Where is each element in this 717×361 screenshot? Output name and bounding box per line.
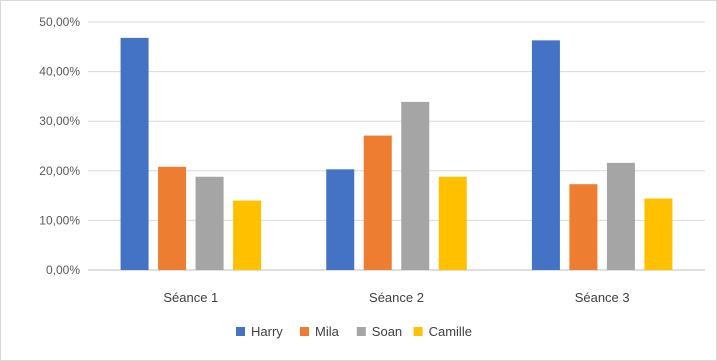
bar-soan-3 xyxy=(606,162,635,270)
legend-swatch-camille xyxy=(413,327,423,336)
y-tick-label: 30,00% xyxy=(39,114,80,128)
x-category-label: Séance 1 xyxy=(163,290,218,305)
legend-swatch-mila xyxy=(300,327,309,336)
y-tick-label: 20,00% xyxy=(39,164,80,178)
legend-label-mila: Mila xyxy=(315,324,340,339)
bar-soan-1 xyxy=(195,176,224,270)
bar-camille-3 xyxy=(644,198,673,270)
legend-swatch-soan xyxy=(356,327,366,336)
x-axis-categories: Séance 1 Séance 2 Séance 3 xyxy=(163,290,629,305)
x-category-label: Séance 3 xyxy=(575,290,630,305)
y-tick-label: 0,00% xyxy=(46,263,80,277)
x-category-label: Séance 2 xyxy=(369,290,424,305)
legend-label-harry: Harry xyxy=(251,324,283,339)
legend-label-camille: Camille xyxy=(429,324,472,339)
bar-harry-1 xyxy=(120,37,149,270)
bar-camille-2 xyxy=(438,176,467,270)
legend-label-soan: Soan xyxy=(372,324,402,339)
gridlines xyxy=(88,21,705,271)
y-tick-label: 10,00% xyxy=(39,213,80,227)
bars xyxy=(120,37,673,270)
bar-camille-1 xyxy=(233,200,262,270)
bar-mila-3 xyxy=(569,184,598,270)
bar-harry-2 xyxy=(326,169,355,270)
bar-mila-1 xyxy=(158,166,187,270)
bar-soan-2 xyxy=(401,101,430,270)
legend-swatch-harry xyxy=(236,327,245,336)
y-tick-label: 40,00% xyxy=(39,65,80,79)
y-tick-label: 50,00% xyxy=(39,15,80,29)
bar-mila-2 xyxy=(363,135,392,270)
bar-harry-3 xyxy=(531,40,560,270)
y-axis-ticks: 0,00% 10,00% 20,00% 30,00% 40,00% 50,00% xyxy=(39,15,80,277)
legend: Harry Mila Soan Camille xyxy=(236,324,472,339)
